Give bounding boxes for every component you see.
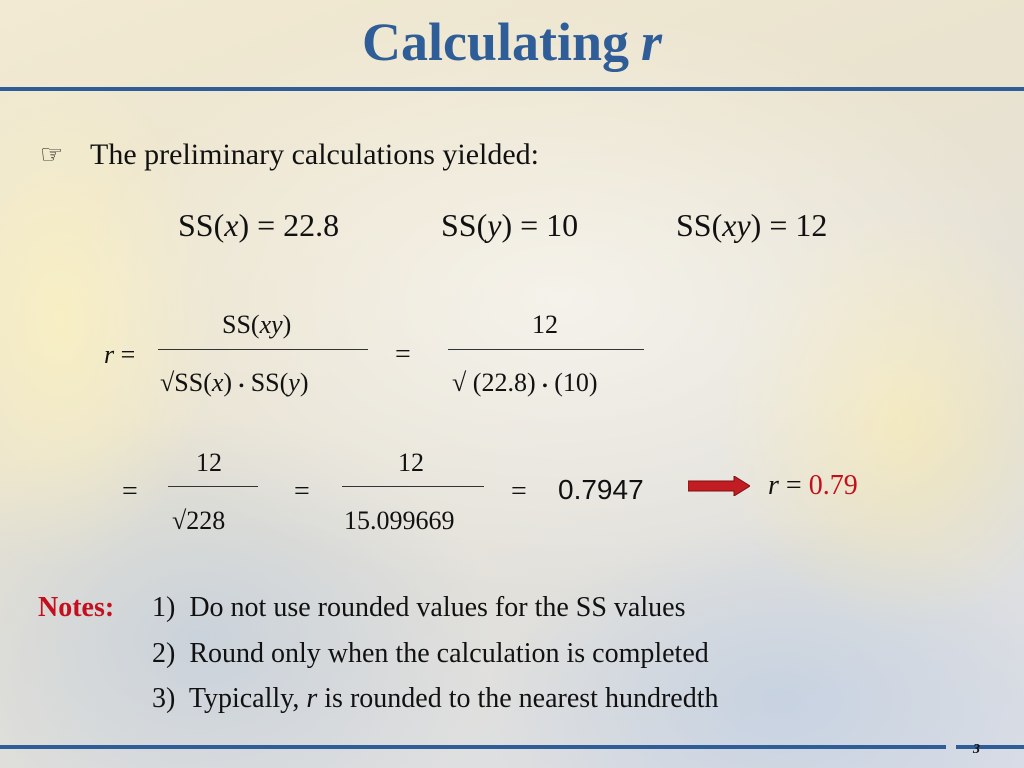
footer-divider-end [956,745,1024,749]
formula-denominator-2: √ (22.8) • (10) [452,368,598,397]
formula-numerator-2: 12 [532,310,558,339]
step-denominator-4: 15.099669 [344,506,455,535]
step-equals-2: = [294,476,310,507]
title-text: Calculating [361,12,629,72]
right-arrow-icon [688,476,750,496]
ssx-value: SS(x) = 22.8 [178,207,340,243]
intro-text: The preliminary calculations yielded: [90,138,540,171]
formula-numerator-1: SS(xy) [222,310,292,339]
fraction-bar-4 [342,486,484,487]
step-result: 0.7947 [558,474,644,505]
note-item-3: 3) Typically, r is rounded to the neares… [152,683,719,714]
pointing-hand-icon: ☞ [40,140,64,169]
formula-r-label: r = [104,340,136,369]
step-numerator-4: 12 [398,448,424,477]
title-divider [0,87,1024,91]
ssxy-value: SS(xy) = 12 [676,207,828,243]
final-value: 0.79 [808,470,858,501]
fraction-bar-2 [448,349,644,350]
step-equals-1: = [122,476,138,507]
title-variable: r [641,12,663,72]
step-numerator-3: 12 [196,448,222,477]
note-item-2: 2) Round only when the calculation is co… [152,638,709,669]
slide-title: Calculating r [0,6,1024,78]
formula-equals-1: = [395,339,411,370]
step-equals-3: = [511,476,527,507]
final-answer: r = 0.79 [768,470,858,501]
note-item-1: 1) Do not use rounded values for the SS … [152,592,686,623]
notes-label: Notes: [38,592,115,623]
ssy-value: SS(y) = 10 [441,207,579,243]
page-number: 3 [973,742,980,757]
footer-divider [0,745,946,749]
fraction-bar-3 [168,486,258,487]
formula-denominator-1: √SS(x) • SS(y) [160,368,309,397]
step-denominator-3: √228 [172,506,226,535]
fraction-bar-1 [158,349,368,350]
